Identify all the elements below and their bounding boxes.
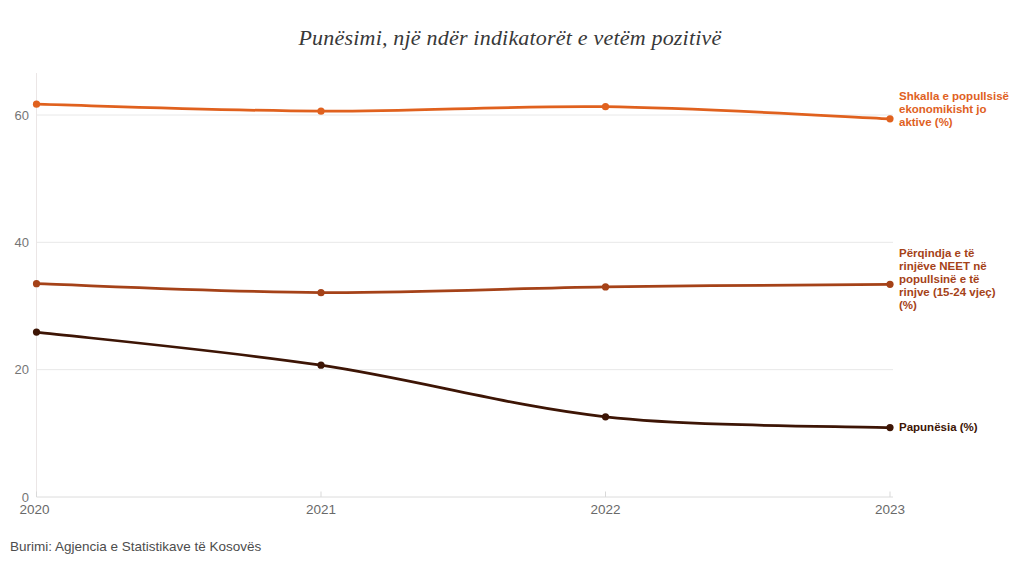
x-tick-label: 2020	[20, 502, 50, 517]
data-point	[317, 362, 324, 369]
x-tick-label: 2021	[306, 502, 336, 517]
data-point	[886, 115, 893, 122]
source-note: Burimi: Agjencia e Statistikave të Kosov…	[10, 539, 261, 554]
y-tick-label: 60	[15, 108, 29, 123]
series-line-1	[37, 284, 891, 293]
data-point	[317, 289, 324, 296]
legend-item-neet-rate: Përqindja e të rinjëve NEET në popullsin…	[899, 247, 1013, 312]
x-tick-label: 2023	[875, 502, 905, 517]
data-point	[317, 108, 324, 115]
data-point	[33, 329, 40, 336]
series-line-2	[37, 332, 891, 428]
series-line-0	[37, 104, 891, 119]
data-point	[602, 283, 609, 290]
legend-item-unemployment-rate: Papunësia (%)	[899, 421, 1013, 434]
data-point	[602, 103, 609, 110]
line-chart: 02040602020202120222023	[0, 0, 1020, 530]
data-point	[602, 413, 609, 420]
data-point	[33, 101, 40, 108]
y-tick-label: 40	[15, 235, 29, 250]
legend-item-inactive-rate: Shkalla e popullsisë ekonomikisht jo akt…	[899, 90, 1013, 129]
data-point	[33, 280, 40, 287]
data-point	[886, 424, 893, 431]
x-tick-label: 2022	[590, 502, 620, 517]
y-tick-label: 20	[15, 362, 29, 377]
data-point	[886, 281, 893, 288]
